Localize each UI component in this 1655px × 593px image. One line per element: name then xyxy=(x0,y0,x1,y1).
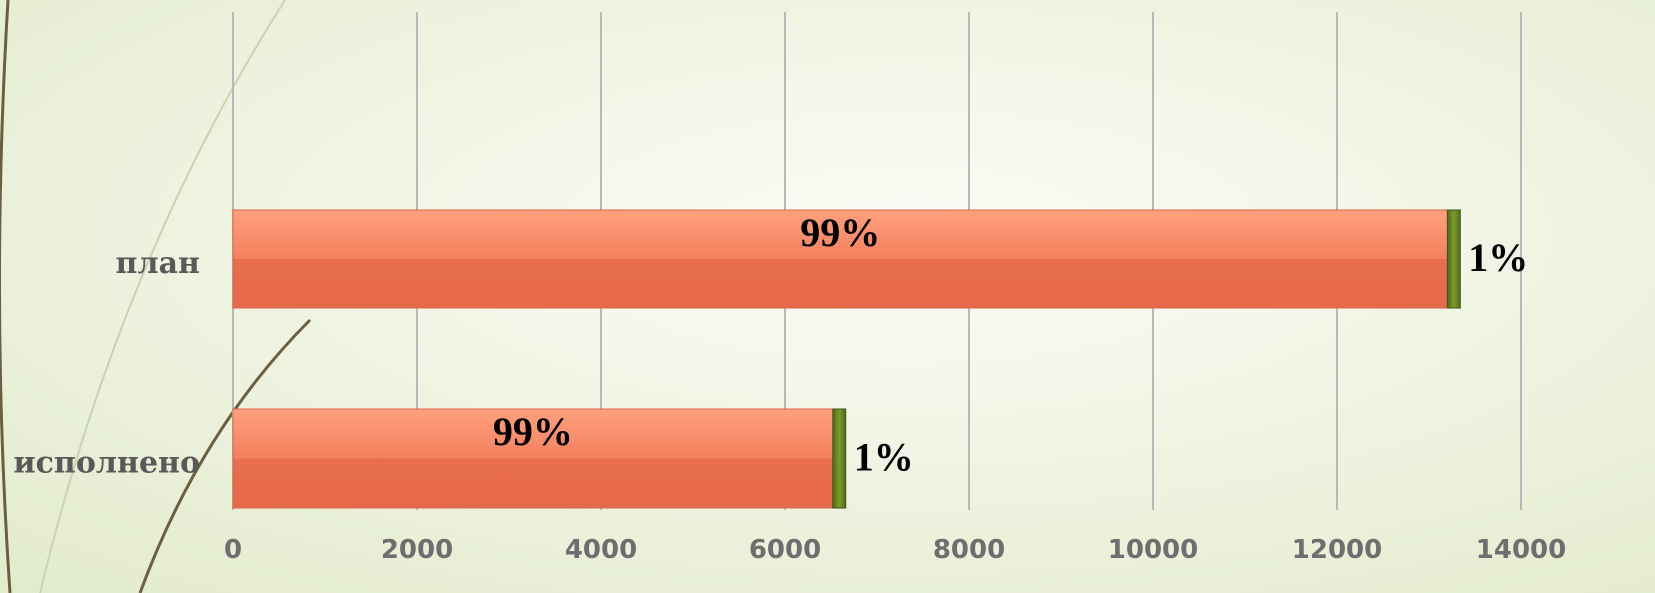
category-label: план xyxy=(115,246,200,281)
bar xyxy=(232,408,834,509)
x-tick-label: 0 xyxy=(224,535,242,565)
data-label: 1% xyxy=(1468,235,1528,280)
x-tick-label: 12000 xyxy=(1292,535,1382,565)
decor-curve xyxy=(138,318,312,593)
bar xyxy=(1446,209,1461,309)
category-label: исполнено xyxy=(13,446,200,481)
x-tick-label: 10000 xyxy=(1108,535,1198,565)
decor-curve xyxy=(0,0,12,593)
x-tick-label: 4000 xyxy=(565,535,637,565)
bar xyxy=(832,408,847,509)
x-tick-label: 8000 xyxy=(933,535,1005,565)
data-label: 99% xyxy=(493,409,573,454)
x-tick-label: 2000 xyxy=(381,535,453,565)
data-label: 1% xyxy=(854,435,914,480)
x-tick-label: 14000 xyxy=(1476,535,1566,565)
data-label: 99% xyxy=(800,210,880,255)
decor-curve xyxy=(39,0,286,593)
bar xyxy=(232,209,1448,309)
x-tick-label: 6000 xyxy=(749,535,821,565)
